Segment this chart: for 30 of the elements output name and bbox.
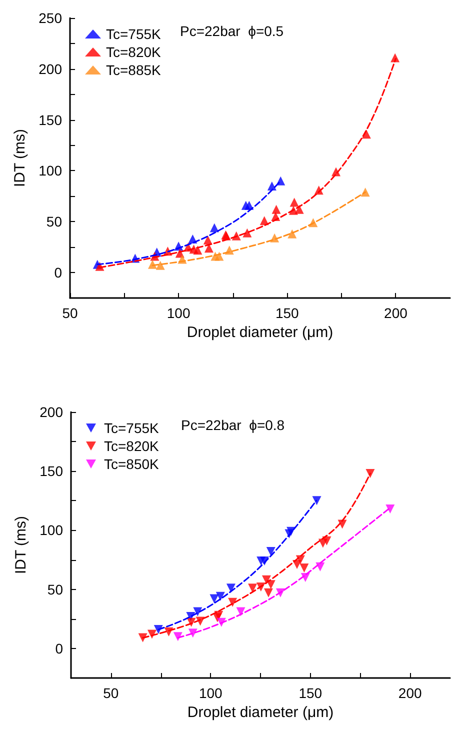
- x-tick-label: 200: [384, 305, 408, 321]
- x-tick-label: 100: [198, 685, 223, 701]
- annotation: Pc=22bar ϕ=0.8: [181, 417, 285, 433]
- y-tick-label: 150: [38, 112, 62, 128]
- y-tick-label: 50: [47, 581, 64, 598]
- y-axis-title: IDT (ms): [12, 516, 30, 574]
- y-tick-label: 0: [55, 640, 64, 656]
- y-tick-label: 150: [40, 463, 64, 480]
- y-tick-label: 200: [40, 404, 64, 420]
- y-tick-label: 100: [40, 522, 64, 538]
- y-tick-label: 100: [38, 162, 62, 179]
- legend-label: Tc=885K: [106, 62, 162, 78]
- annotation: Pc=22bar ϕ=0.5: [180, 23, 284, 39]
- legend-label: Tc=755K: [106, 26, 162, 42]
- y-axis-title: IDT (ms): [12, 128, 29, 188]
- y-tick-label: 0: [54, 264, 62, 281]
- y-tick-label: 250: [38, 10, 62, 26]
- x-tick-label: 100: [166, 305, 190, 321]
- legend-label: Tc=850K: [104, 456, 160, 472]
- x-tick-label: 50: [103, 685, 119, 701]
- legend-label: Tc=820K: [104, 438, 160, 454]
- legend-label: Tc=755K: [104, 420, 160, 436]
- x-axis-title: Droplet diameter (μm): [187, 704, 334, 721]
- y-tick-label: 50: [46, 214, 62, 230]
- x-tick-label: 150: [275, 305, 300, 321]
- x-tick-label: 200: [398, 685, 422, 701]
- legend-label: Tc=820K: [106, 44, 162, 60]
- x-tick-label: 150: [298, 685, 322, 701]
- y-tick-label: 200: [38, 60, 62, 77]
- x-axis-title: Droplet diameter (μm): [186, 324, 334, 341]
